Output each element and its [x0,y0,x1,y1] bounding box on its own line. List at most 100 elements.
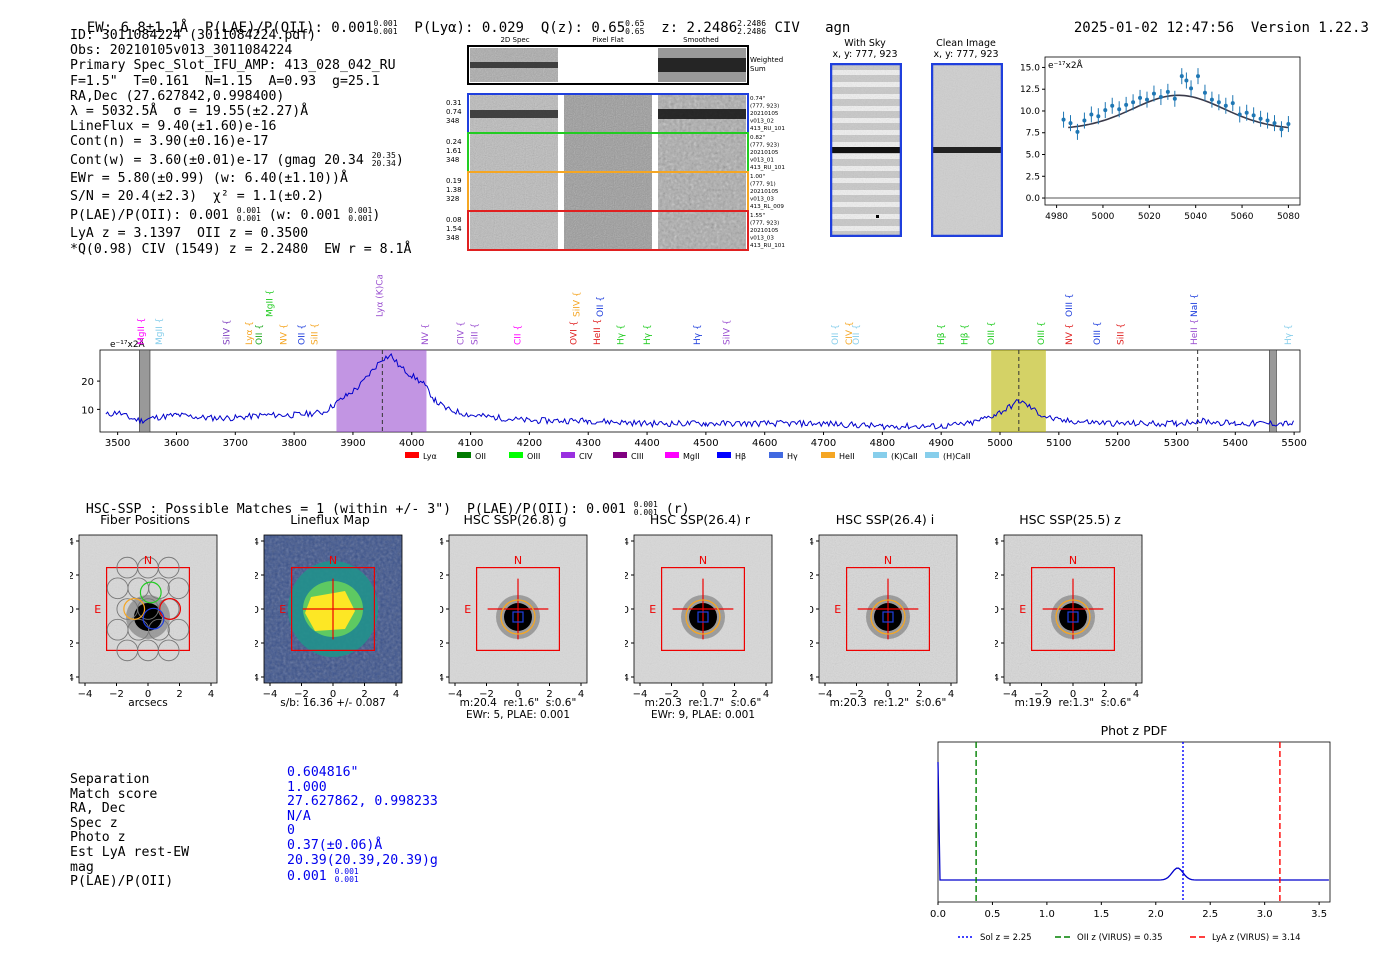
match-label: Separation [70,772,150,787]
spectrum-legend-label: MgII [683,452,700,461]
image-ytick-label: −4 [440,673,444,684]
cutout-meta: 1.00" [750,174,765,180]
image-xtick-label: 4 [208,689,214,700]
image-ytick-label: −4 [255,673,259,684]
cutout-meta: (777, 923) [750,104,779,110]
cutout-flat-noise [564,212,652,249]
east-label: E [279,603,286,616]
image-ytick-label: 0 [810,605,814,616]
spec-cutouts: 2D Spec Pixel Flat Smoothed Weighted Sum… [446,36,785,251]
north-label: N [699,554,707,567]
fit-ytick-label: 10.0 [1020,107,1040,117]
weighted-sum-label: Weighted [750,56,783,64]
cutout-trace [470,110,558,118]
image-panel-title: Lineflux Map [290,512,370,527]
north-label: N [1069,554,1077,567]
spectrum-line-label: Lyα (K)CaII { [375,275,385,317]
cutout-meta: v013_02 [750,119,774,125]
hsc-title-end: (r) [665,502,690,517]
fiber-circle [167,618,190,641]
cutout-meta: (777, 923) [750,221,779,227]
info-contw-end: ) [395,152,404,168]
photz-legend-label: LyA z (VIRUS) = 3.14 [1212,933,1301,943]
image-ytick-label: 2 [255,571,259,582]
spectrum-legend-swatch [665,452,679,458]
fit-xtick-label: 5060 [1231,212,1254,222]
fit-data-point [1110,103,1115,108]
spectrum-xtick-label: 5100 [1046,438,1071,449]
spectrum-axes [99,349,1301,433]
info-lineflux: LineFlux = 9.40(±1.60)e-16 [70,119,277,135]
image-xtick-label: 4 [1133,689,1139,700]
image-ytick-label: 4 [810,537,814,548]
info-ewr: EWr = 5.80(±0.99) (w: 6.40(±1.10))Å [70,170,348,186]
hsc-title-text: HSC-SSP : Possible Matches = 1 (within +… [85,502,626,517]
spectrum-emission-band [336,350,427,432]
photz-legend-label: OII z (VIRUS) = 0.35 [1077,933,1163,943]
cutout-2d-noise [470,134,558,171]
fit-data-point [1272,121,1277,126]
fit-xtick-label: 5020 [1138,212,1161,222]
spectrum-ytick-label: 10 [81,405,94,416]
cutout-val-a: 0.24 [446,138,462,146]
image-caption-line1: arcsecs [128,697,168,709]
fit-data-point [1089,112,1094,117]
image-ytick-label: −2 [625,639,629,650]
spectrum-line-label: NV { [1065,324,1075,345]
spectrum-legend-label: (H)CaII [943,452,970,461]
fit-data-point [1265,118,1270,123]
image-panel: Lineflux Map N E −4 −4 −2 −2 0 0 2 2 4 4 s/b: 16.36 +… [255,512,430,722]
spectrum-masked-region [1269,349,1277,433]
image-panel-caption: m:20.3 re:1.2" s:0.6" [810,697,966,709]
fiber-circle [167,577,190,600]
fiber-circle-orange [123,598,146,620]
fit-data-point [1138,95,1143,100]
fit-data-point [1237,112,1242,117]
cutout-2d-noise [470,173,558,210]
spectrum-xtick-label: 4400 [634,438,659,449]
image-xtick-label: 2 [361,689,367,700]
image-xtick-label: −4 [263,689,278,700]
clean-label: Clean Image [936,38,996,49]
spectrum-line-label: OIII { [987,321,997,345]
photz-xtick-label: 1.5 [1093,909,1109,920]
cutout-val-c: 328 [446,195,459,203]
cutout-meta: 413_RL_009 [750,204,784,210]
info-fiber: F=1.5" T=0.161 N=1.15 A=0.93 g=25.1 [70,73,380,89]
photz-xtick-label: 3.0 [1257,909,1273,920]
spectrum-line-label: CIV { [845,321,855,345]
spectrum-xtick-label: 4200 [517,438,542,449]
image-ytick-label: 2 [70,571,74,582]
match-label: mag [70,859,94,875]
image-ytick-label: 4 [440,537,444,548]
north-label: N [514,554,522,567]
spectrum-legend-swatch [561,452,575,458]
match-label: Est LyA rest-EW [70,844,190,860]
info-plae-b-end: ) [372,208,381,224]
spectrum-xtick-label: 4800 [870,438,895,449]
image-caption-line1: m:20.3 re:1.7" s:0.6" [644,697,762,709]
image-xtick-label: 4 [948,689,954,700]
spectrum-legend-swatch [873,452,887,458]
fit-data-point [1158,95,1163,100]
match-value: 1.000 [287,779,327,795]
cutout-meta: 0.82" [750,135,765,141]
cutout-meta: (777, 923) [750,143,779,149]
image-xtick-label: −2 [109,689,124,700]
spectrum-line-label: MgII { [137,318,147,345]
info-primary: Primary Spec_Slot_IFU_AMP: 413_028_042_R… [70,58,396,74]
fiber-circle [148,618,170,641]
source-box [697,611,709,623]
fit-data-point [1179,74,1184,79]
image-caption-line1: m:20.4 re:1.6" s:0.6" [459,697,577,709]
photz-pdf-curve [937,761,1329,881]
spectrum-line-label: OIII { [1065,293,1075,317]
aperture-circle [685,599,721,635]
spectrum-line-label: OII { [298,324,308,345]
fit-ytick-label: 0.0 [1026,194,1041,204]
image-caption-line1: m:19.9 re:1.3" s:0.6" [1014,697,1132,709]
spectrum-line-label: SiII { [471,323,481,345]
north-label: N [884,554,892,567]
